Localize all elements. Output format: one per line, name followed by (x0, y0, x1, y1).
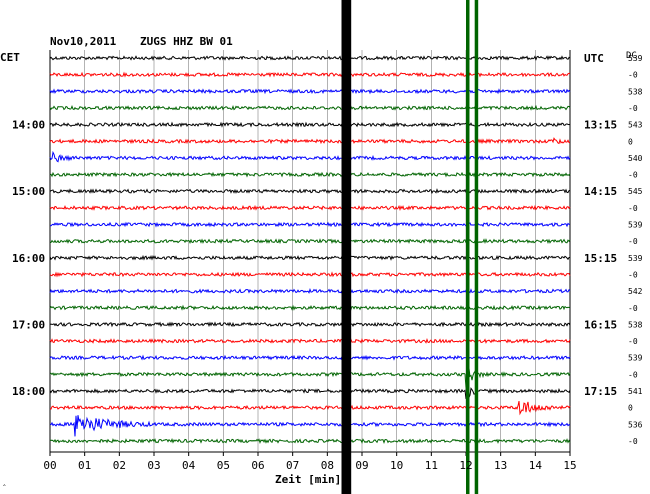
dc-value: 542 (628, 287, 643, 296)
header-date: Nov10,2011 (50, 35, 117, 48)
time-markers (341, 0, 479, 494)
minute-grid (49, 50, 571, 456)
trace-line (49, 121, 571, 128)
trace-line (49, 171, 571, 178)
right-hour-label: 13:15 (584, 119, 617, 132)
x-tick-label: 04 (182, 459, 196, 472)
dc-value: 541 (628, 387, 643, 396)
trace-line (49, 71, 571, 78)
dc-value: -0 (628, 171, 638, 180)
dc-value: -0 (628, 337, 638, 346)
x-tick-label: 11 (425, 459, 438, 472)
x-tick-label: 15 (563, 459, 576, 472)
right-hour-label: 15:15 (584, 252, 617, 265)
dc-value: 0 (628, 137, 633, 146)
trace-line (49, 188, 571, 195)
green-marker-bar (474, 0, 479, 494)
left-timezone-label: CET (0, 51, 20, 64)
dc-value: 539 (628, 221, 643, 230)
x-axis-label: Zeit [min] (275, 473, 341, 486)
x-tick-label: 12 (459, 459, 472, 472)
x-tick-label: 01 (78, 459, 91, 472)
trace-line (49, 238, 571, 245)
dc-value: 539 (628, 254, 643, 263)
trace-line (49, 337, 571, 344)
dc-value: -0 (628, 437, 638, 446)
x-tick-label: 07 (286, 459, 299, 472)
dc-value: 543 (628, 121, 643, 130)
x-tick-label: 03 (147, 459, 160, 472)
dc-value: -0 (628, 370, 638, 379)
dc-value: -0 (628, 204, 638, 213)
dc-value: -0 (628, 270, 638, 279)
dc-value: -0 (628, 237, 638, 246)
seismic-traces (49, 55, 571, 444)
dc-value: 539 (628, 54, 643, 63)
trace-line (49, 354, 571, 361)
left-hour-label: 17:00 (12, 318, 45, 331)
trace-line (49, 400, 571, 416)
trace-line (49, 415, 571, 437)
trace-line (49, 88, 571, 95)
trace-line (49, 204, 571, 211)
dc-value: 538 (628, 320, 643, 329)
trace-line (49, 304, 571, 311)
dc-value: 539 (628, 354, 643, 363)
trace-line (50, 221, 571, 228)
x-tick-label: 05 (217, 459, 230, 472)
x-tick-label: 14 (529, 459, 543, 472)
trace-line (49, 387, 571, 400)
trace-line (49, 321, 571, 328)
left-hour-label: 16:00 (12, 252, 45, 265)
trace-line (49, 368, 571, 390)
dc-label: DC (626, 51, 637, 61)
left-hour-label: 15:00 (12, 185, 45, 198)
trace-line (49, 254, 570, 261)
dc-value: -0 (628, 104, 638, 113)
left-hour-label: 18:00 (12, 385, 45, 398)
dc-value: 538 (628, 87, 643, 96)
dc-value: 540 (628, 154, 643, 163)
right-hour-label: 17:15 (584, 385, 617, 398)
x-tick-label: 13 (494, 459, 507, 472)
x-tick-label: 10 (390, 459, 403, 472)
dc-value: 536 (628, 420, 643, 429)
corner-mark: ‸ (3, 477, 6, 486)
right-hour-label: UTC (584, 52, 604, 65)
right-hour-label: 14:15 (584, 185, 617, 198)
x-tick-label: 08 (321, 459, 334, 472)
header-station: ZUGS HHZ BW 01 (140, 35, 233, 48)
dc-value: 0 (628, 404, 633, 413)
trace-line (49, 271, 571, 278)
trace-line (49, 150, 571, 163)
labels: Nov10,2011 ZUGS HHZ BW 01 CET DC Zeit [m… (0, 35, 643, 486)
trace-line (49, 137, 571, 145)
dc-value: -0 (628, 71, 638, 80)
trace-line (49, 104, 571, 111)
green-marker-bar (466, 0, 470, 494)
left-hour-label: 14:00 (12, 119, 45, 132)
x-tick-label: 00 (43, 459, 56, 472)
x-tick-label: 09 (355, 459, 368, 472)
x-tick-label: 06 (251, 459, 264, 472)
black-marker-bar (341, 0, 352, 494)
trace-line (49, 287, 571, 294)
trace-line (49, 55, 571, 61)
x-tick-label: 02 (113, 459, 126, 472)
dc-value: -0 (628, 304, 638, 313)
dc-value: 545 (628, 187, 643, 196)
trace-line (49, 438, 571, 444)
right-hour-label: 16:15 (584, 318, 617, 331)
